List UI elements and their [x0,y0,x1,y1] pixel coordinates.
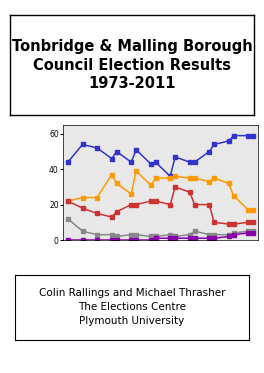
Text: Tonbridge & Malling Borough
Council Election Results
1973-2011: Tonbridge & Malling Borough Council Elec… [12,39,252,91]
Text: Colin Rallings and Michael Thrasher
The Elections Centre
Plymouth University: Colin Rallings and Michael Thrasher The … [39,288,225,326]
